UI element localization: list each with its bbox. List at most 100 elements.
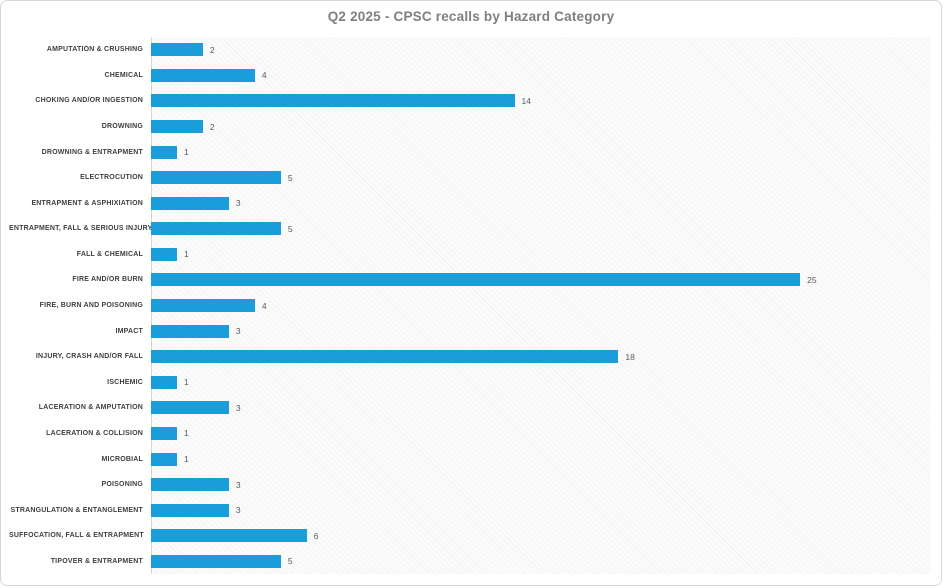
bar[interactable] [151,68,255,82]
category-label: FALL & CHEMICAL [76,250,143,258]
value-label: 1 [183,377,189,388]
chart-row: ENTRAPMENT, FALL & SERIOUS INJURY 5 [9,216,930,242]
bar-track: 18 [151,344,930,370]
chart-row: POISONING 3 [9,472,930,498]
bar[interactable] [151,324,229,338]
category-label: DROWNING [101,123,143,131]
bar[interactable] [151,554,281,568]
value-label: 1 [183,147,189,158]
bar[interactable] [151,43,203,57]
plot-area-background [151,37,930,574]
value-label: 18 [625,351,635,362]
chart-row: DROWNING 2 [9,114,930,140]
bar[interactable] [151,273,801,287]
bar[interactable] [151,196,229,210]
chart-row: FIRE, BURN AND POISONING 4 [9,293,930,319]
chart-row: IMPACT 3 [9,318,930,344]
bar[interactable] [151,120,203,134]
bar[interactable] [151,375,177,389]
chart-row: TIPOVER & ENTRAPMENT 5 [9,549,930,575]
bar-track: 25 [151,267,930,293]
value-label: 3 [235,479,241,490]
chart-row: CHOKING AND/OR INGESTION 14 [9,88,930,114]
value-label: 14 [521,95,531,106]
bar-track: 1 [151,421,930,447]
bar-track: 3 [151,190,930,216]
value-label: 5 [287,172,293,183]
bar[interactable] [151,478,229,492]
category-label: MICROBIAL [101,455,143,463]
category-label: LACERATION & COLLISION [46,429,143,437]
value-label: 25 [807,274,817,285]
category-label: SUFFOCATION, FALL & ENTRAPMENT [9,532,144,540]
bar[interactable] [151,503,229,517]
value-label: 5 [287,223,293,234]
category-label: DROWNING & ENTRAPMENT [41,148,143,156]
category-label: ENTRAPMENT, FALL & SERIOUS INJURY [9,225,153,233]
category-label: POISONING [101,481,143,489]
value-label: 1 [183,428,189,439]
category-label: STRANGULATION & ENTANGLEMENT [10,506,143,514]
chart-row: ENTRAPMENT & ASPHIXIATION 3 [9,190,930,216]
bar[interactable] [151,452,177,466]
category-label: INJURY, CRASH AND/OR FALL [35,353,143,361]
category-label: ENTRAPMENT & ASPHIXIATION [31,199,143,207]
bar-track: 1 [151,446,930,472]
chart-row: ISCHEMIC 1 [9,370,930,396]
chart-title: Q2 2025 - CPSC recalls by Hazard Categor… [327,9,615,24]
bar[interactable] [151,171,281,185]
bar-track: 14 [151,88,930,114]
bar[interactable] [151,222,281,236]
bar-track: 1 [151,139,930,165]
chart-row: STRANGULATION & ENTANGLEMENT 3 [9,497,930,523]
chart-row: MICROBIAL 1 [9,446,930,472]
category-label: ISCHEMIC [107,378,143,386]
bar-track: 5 [151,549,930,575]
bar-chart: AMPUTATION & CRUSHING 2 CHEMICAL 4 CHOKING A… [9,37,930,574]
chart-row: ELECTROCUTION 5 [9,165,930,191]
bar[interactable] [151,145,177,159]
bar-track: 3 [151,497,930,523]
value-label: 5 [287,556,293,567]
value-label: 2 [209,121,215,132]
value-label: 3 [235,326,241,337]
value-label: 2 [209,44,215,55]
category-label: FIRE, BURN AND POISONING [39,302,143,310]
bar-track: 5 [151,165,930,191]
bar-track: 1 [151,370,930,396]
value-label: 6 [313,530,319,541]
bar-track: 2 [151,114,930,140]
bar-track: 1 [151,242,930,268]
bar-track: 3 [151,472,930,498]
value-label: 3 [235,402,241,413]
bar[interactable] [151,426,177,440]
bar[interactable] [151,247,177,261]
value-label: 1 [183,249,189,260]
chart-row: LACERATION & AMPUTATION 3 [9,395,930,421]
chart-row: SUFFOCATION, FALL & ENTRAPMENT 6 [9,523,930,549]
chart-row: CHEMICAL 4 [9,63,930,89]
chart-row: DROWNING & ENTRAPMENT 1 [9,139,930,165]
category-label: CHOKING AND/OR INGESTION [35,97,143,105]
bar-track: 6 [151,523,930,549]
category-label: IMPACT [115,327,143,335]
category-label: ELECTROCUTION [80,174,143,182]
bar-track: 2 [151,37,930,63]
bar-track: 4 [151,293,930,319]
value-label: 4 [261,70,267,81]
bar[interactable] [151,350,619,364]
value-label: 4 [261,300,267,311]
category-label: FIRE AND/OR BURN [72,276,143,284]
chart-row: FIRE AND/OR BURN 25 [9,267,930,293]
chart-row: FALL & CHEMICAL 1 [9,242,930,268]
bar[interactable] [151,94,515,108]
bar-track: 4 [151,63,930,89]
bar[interactable] [151,529,307,543]
category-label: TIPOVER & ENTRAPMENT [50,557,143,565]
bar[interactable] [151,401,229,415]
category-label: CHEMICAL [104,71,143,79]
bar-track: 3 [151,318,930,344]
bar[interactable] [151,299,255,313]
value-label: 3 [235,198,241,209]
